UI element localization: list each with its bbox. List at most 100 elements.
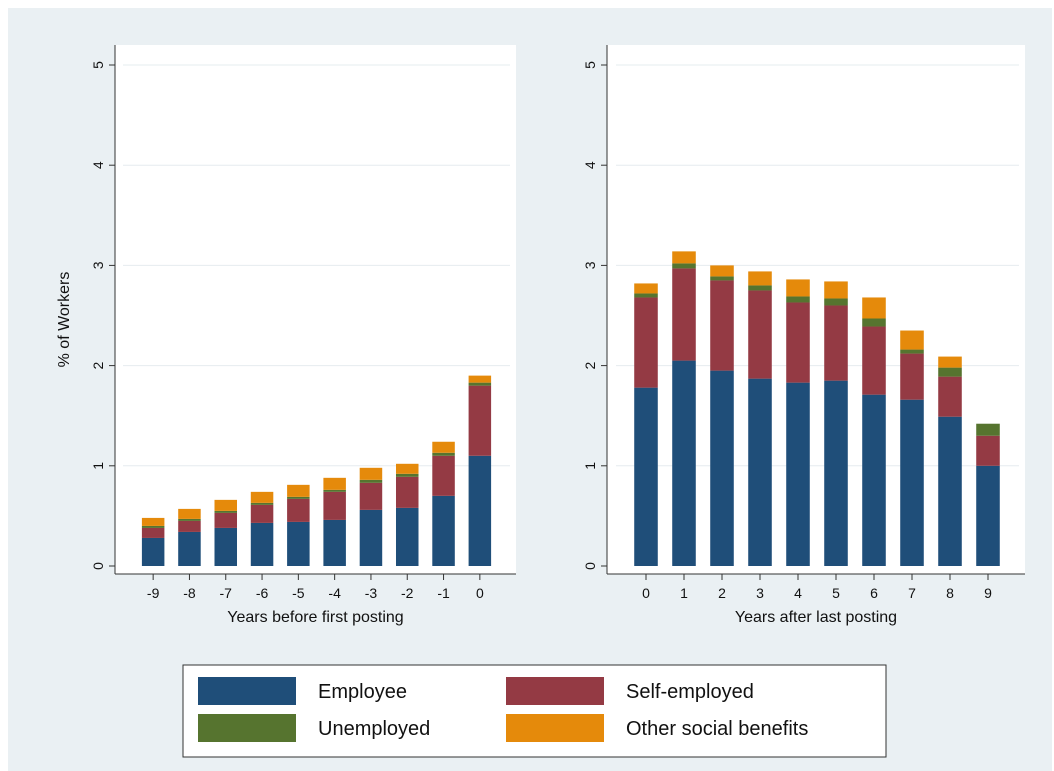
x-tick-label: -6 [256,585,269,601]
bar-segment [214,499,238,511]
x-tick-label: -5 [292,585,305,601]
x-tick-label: -8 [183,585,196,601]
bar-segment [178,531,201,566]
bar-segment [976,435,1000,466]
legend-swatch [506,677,604,705]
bar-segment [178,508,201,519]
bar-segment [748,285,772,291]
bar-segment [468,382,492,386]
bar-segment [250,522,274,566]
y-tick-label: 1 [582,462,598,470]
bar-segment [214,527,238,566]
y-tick-label: 5 [582,61,598,69]
bar-segment [468,385,492,456]
bar-segment [938,356,962,368]
x-tick-label: 6 [870,585,878,601]
bar-segment [395,507,419,566]
bar-segment [395,476,419,508]
legend-swatch [506,714,604,742]
bar-segment [432,495,455,566]
bar-segment [634,297,658,388]
bar-segment [468,375,492,383]
bar-segment [900,349,924,354]
bar-segment [824,380,848,566]
legend-label: Other social benefits [626,718,808,740]
bar-segment [748,378,772,566]
legend-swatch [198,714,296,742]
bar-segment [710,276,734,281]
bar-segment [323,519,346,566]
bar-segment [395,463,419,474]
legend-swatch [198,677,296,705]
x-tick-label: 9 [984,585,992,601]
x-tick-label: 5 [832,585,840,601]
bar-segment [748,290,772,379]
y-tick-label: 4 [582,161,598,169]
legend-label: Self-employed [626,681,754,703]
bar-segment [672,251,696,264]
bar-segment [900,399,924,566]
x-tick-label: 0 [476,585,484,601]
bar-segment [432,441,455,453]
y-tick-label: 3 [90,261,106,269]
y-tick-label: 4 [90,161,106,169]
y-axis-title: % of Workers [56,272,73,368]
bar-segment [141,517,165,526]
legend-label: Unemployed [318,718,430,740]
x-tick-label: 2 [718,585,726,601]
bar-segment [359,482,383,510]
bar-segment [634,387,658,566]
bar-segment [141,527,165,538]
bar-segment [634,293,658,298]
x-tick-label: 1 [680,585,688,601]
bar-segment [250,504,274,523]
bar-segment [634,283,658,294]
y-tick-label: 0 [90,562,106,570]
x-tick-label: -3 [365,585,378,601]
bar-segment [938,416,962,566]
bar-segment [432,452,455,456]
bar-segment [214,510,238,513]
y-tick-label: 5 [90,61,106,69]
bar-segment [786,302,810,383]
bar-segment [862,394,886,566]
x-tick-label: -7 [220,585,233,601]
bar-segment [786,296,810,303]
bar-segment [178,520,201,532]
plot-area-2 [607,45,1025,574]
bar-segment [710,370,734,566]
bar-segment [323,477,346,490]
bar-segment [900,330,924,350]
bar-segment [141,537,165,566]
x-tick-label: 4 [794,585,802,601]
x-tick-label: 3 [756,585,764,601]
bar-segment [287,496,310,499]
bar-segment [287,498,310,522]
bar-segment [748,271,772,286]
x-tick-label: 7 [908,585,916,601]
bar-segment [287,484,310,497]
bar-segment [786,279,810,297]
y-tick-label: 0 [582,562,598,570]
bar-segment [672,268,696,361]
y-tick-label: 3 [582,261,598,269]
x-tick-label: -9 [147,585,160,601]
bar-segment [710,265,734,277]
bar-segment [862,318,886,327]
bar-segment [432,455,455,496]
y-tick-label: 2 [90,361,106,369]
stacked-bar-chart: 0 1 2 3 4 5 -9 -8 -7 -6 -5 -4 -3 -2 -1 0 Years before fi… [56,45,1025,758]
bar-segment [359,479,383,483]
bar-segment [900,353,924,400]
bar-segment [250,491,274,503]
bar-segment [862,297,886,319]
bar-segment [786,382,810,566]
bar-segment [323,491,346,520]
x-axis-title: Years before first posting [227,609,403,626]
bar-segment [672,360,696,566]
bar-segment [178,518,201,521]
y-tick-label: 2 [582,361,598,369]
plot-area-1 [115,45,516,574]
bar-segment [824,298,848,306]
bar-segment [395,473,419,477]
